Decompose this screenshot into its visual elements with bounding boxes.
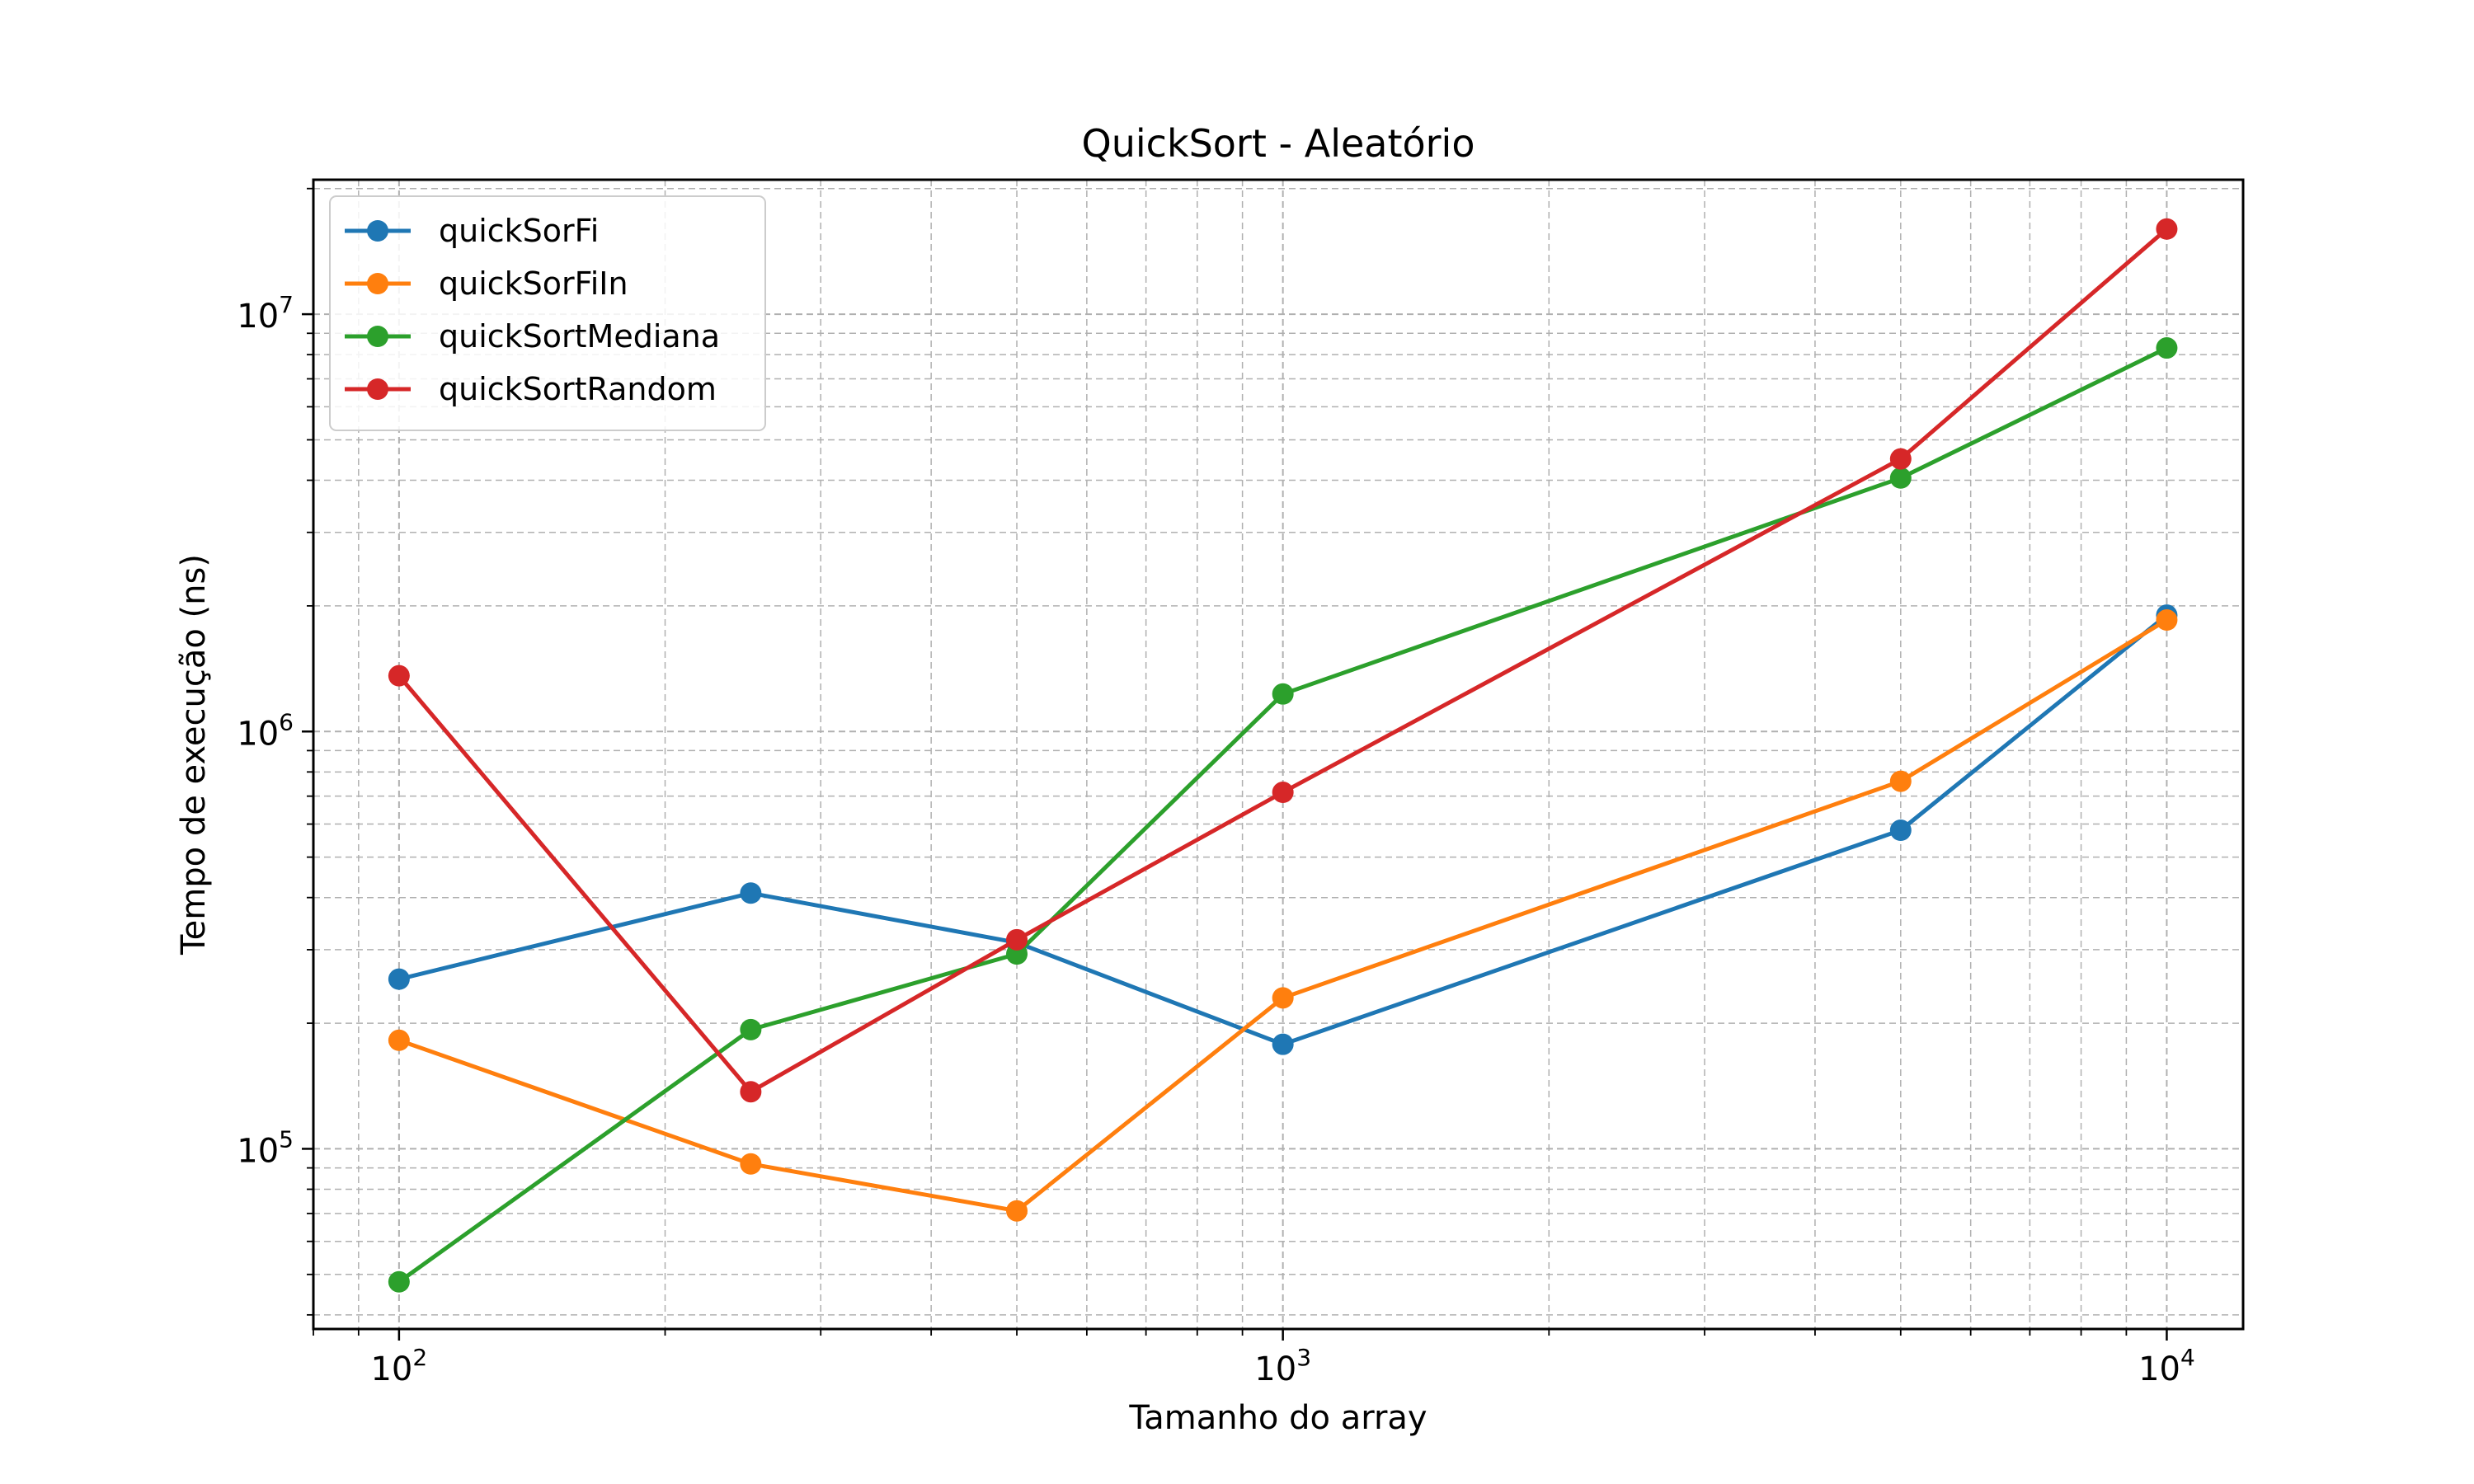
series-line-quickSortMediana [397, 345, 2168, 1284]
data-point-quickSorFiIn [1889, 770, 1912, 792]
legend-box [329, 195, 766, 431]
data-point-quickSortMediana [1889, 467, 1912, 489]
legend-swatch-marker [367, 326, 388, 347]
data-point-quickSorFiIn [740, 1153, 762, 1175]
data-point-quickSorFi [388, 968, 410, 990]
data-point-quickSorFiIn [2156, 609, 2178, 632]
data-point-quickSorFiIn [1272, 987, 1294, 1009]
data-point-quickSorFi [1889, 819, 1912, 842]
y-axis-label: Tempo de execução (ns) [175, 554, 213, 956]
legend-label: quickSortRandom [439, 371, 717, 407]
data-point-quickSortMediana [388, 1270, 410, 1293]
legend-swatch-marker [367, 220, 388, 242]
series-line-quickSorFi [398, 613, 2168, 1047]
data-point-quickSortRandom [740, 1081, 762, 1103]
data-point-quickSortRandom [2156, 218, 2178, 240]
data-point-quickSortMediana [2156, 337, 2178, 359]
data-point-quickSortRandom [1889, 448, 1912, 470]
series-lines [388, 218, 2178, 1293]
legend-swatch-marker [367, 273, 388, 294]
data-point-quickSortMediana [1272, 683, 1294, 705]
x-tick-label: 102 [370, 1344, 427, 1388]
data-point-quickSortRandom [1006, 928, 1028, 951]
chart-title: QuickSort - Aleatório [1082, 121, 1475, 166]
legend: quickSorFi quickSorFiIn quickSortMediana qu… [329, 195, 766, 431]
series-line-quickSorFiIn [398, 618, 2168, 1214]
data-point-quickSortRandom [1272, 782, 1294, 804]
legend-label: quickSorFiIn [439, 265, 628, 302]
axis-ticks: 102 103 104 105 106 107 [237, 187, 2195, 1388]
data-point-quickSorFi [1272, 1033, 1294, 1055]
x-tick-label: 104 [2138, 1344, 2195, 1388]
data-point-quickSorFiIn [1006, 1200, 1028, 1222]
grid [313, 180, 2243, 1329]
series-line-quickSortRandom [397, 227, 2169, 1094]
legend-swatch-marker [367, 378, 388, 400]
y-tick-label: 107 [237, 291, 294, 336]
data-point-quickSortMediana [740, 1018, 762, 1040]
data-point-quickSorFi [740, 882, 762, 904]
data-point-quickSorFiIn [388, 1029, 410, 1051]
legend-label: quickSortMediana [439, 318, 720, 355]
x-tick-label: 103 [1254, 1344, 1311, 1388]
plot-frame [312, 178, 2245, 1331]
y-tick-label: 106 [237, 708, 294, 753]
legend-label: quickSorFi [439, 213, 599, 249]
y-tick-label: 105 [237, 1125, 294, 1170]
x-axis-label: Tamanho do array [1128, 1399, 1427, 1437]
data-point-quickSortRandom [388, 665, 410, 687]
